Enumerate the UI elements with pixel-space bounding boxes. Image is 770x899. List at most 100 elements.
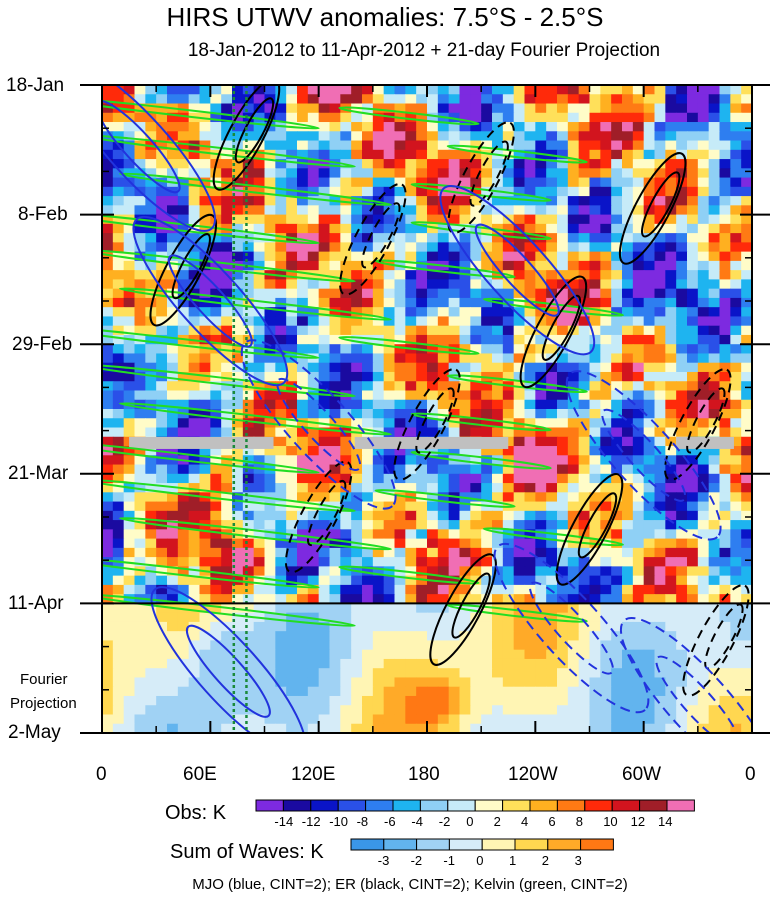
obs-cell xyxy=(264,205,276,216)
obs-cell xyxy=(600,260,612,271)
obs-cell xyxy=(470,594,482,604)
obs-cell xyxy=(622,371,634,382)
mjo-contour xyxy=(150,586,307,733)
projection-cell xyxy=(697,695,710,706)
obs-cell xyxy=(459,547,471,558)
obs-cell xyxy=(600,594,612,604)
obs-cell xyxy=(513,260,526,271)
obs-cell xyxy=(437,473,450,484)
projection-cell xyxy=(340,649,352,660)
obs-cell xyxy=(665,214,677,225)
obs-cell xyxy=(297,557,309,567)
obs-cell xyxy=(362,205,374,216)
projection-cell xyxy=(394,668,406,679)
obs-cell xyxy=(102,297,114,308)
obs-cell xyxy=(708,251,721,262)
obs-cell xyxy=(340,288,352,299)
obs-cell xyxy=(329,594,341,604)
obs-cell xyxy=(167,594,179,604)
projection-cell xyxy=(318,621,331,632)
obs-cell xyxy=(264,584,276,595)
obs-cell xyxy=(102,529,114,540)
projection-cell xyxy=(275,621,287,632)
projection-cell xyxy=(524,658,536,669)
obs-cell xyxy=(362,297,374,308)
obs-cell xyxy=(665,279,677,290)
obs-cell xyxy=(188,214,201,225)
obs-cell xyxy=(167,233,179,243)
obs-cell xyxy=(459,455,471,466)
obs-cell xyxy=(112,371,125,382)
obs-cell xyxy=(199,371,211,382)
obs-cell xyxy=(123,409,136,419)
obs-cell xyxy=(535,94,547,105)
obs-cell xyxy=(221,242,233,253)
projection-cell xyxy=(286,686,298,697)
projection-cell xyxy=(502,723,515,733)
obs-cell xyxy=(123,242,136,253)
waves-colorbar-swatch xyxy=(481,838,516,851)
projection-cell xyxy=(600,631,612,642)
obs-cell xyxy=(535,483,547,493)
projection-cell xyxy=(242,686,255,697)
obs-cell xyxy=(546,390,558,401)
obs-cell xyxy=(546,159,558,169)
obs-cell xyxy=(492,390,504,401)
projection-cell xyxy=(654,723,666,733)
obs-cell xyxy=(156,177,168,188)
obs-cell xyxy=(427,483,439,493)
projection-cell xyxy=(188,686,201,697)
obs-cell xyxy=(589,223,601,234)
obs-cell xyxy=(730,492,742,503)
obs-cell xyxy=(437,334,450,345)
obs-cell xyxy=(557,279,569,290)
obs-cell xyxy=(546,381,558,392)
obs-cell xyxy=(470,381,482,392)
obs-cell xyxy=(232,177,244,188)
obs-cell xyxy=(492,270,504,280)
projection-cell xyxy=(134,723,146,733)
obs-cell xyxy=(730,409,742,419)
obs-cell xyxy=(307,325,320,336)
obs-cell xyxy=(210,575,222,586)
obs-cell xyxy=(719,529,731,540)
projection-cell xyxy=(524,640,536,651)
obs-cell xyxy=(654,575,666,586)
obs-cell xyxy=(687,196,699,206)
obs-cell xyxy=(275,492,287,503)
obs-cell xyxy=(535,362,547,373)
obs-cell xyxy=(470,334,482,345)
obs-cell xyxy=(622,501,634,512)
projection-cell xyxy=(708,621,721,632)
obs-cell xyxy=(307,557,320,567)
obs-cell xyxy=(286,325,298,336)
obs-cell xyxy=(708,427,721,438)
obs-cell xyxy=(524,112,536,123)
obs-cell xyxy=(741,529,752,540)
obs-cell xyxy=(351,233,363,243)
obs-cell xyxy=(676,353,688,364)
obs-cell xyxy=(427,260,439,271)
projection-cell xyxy=(372,621,385,632)
kelvin-contour xyxy=(338,106,480,126)
obs-cell xyxy=(221,316,233,327)
obs-cell xyxy=(167,112,179,123)
projection-cell xyxy=(470,705,482,716)
obs-cell xyxy=(167,159,179,169)
obs-cell xyxy=(372,362,385,373)
projection-cell xyxy=(654,621,666,632)
obs-cell xyxy=(676,159,688,169)
obs-cell xyxy=(719,149,731,160)
obs-cell xyxy=(188,510,201,521)
obs-cell xyxy=(502,399,515,410)
projection-cell xyxy=(405,668,417,679)
obs-cell xyxy=(557,316,569,327)
obs-cell xyxy=(167,501,179,512)
projection-cell xyxy=(394,604,406,614)
obs-cell xyxy=(481,390,493,401)
obs-cell xyxy=(242,353,255,364)
obs-cell xyxy=(167,260,179,271)
obs-cell xyxy=(221,297,233,308)
projection-cell xyxy=(188,649,201,660)
obs-cell xyxy=(372,594,385,604)
